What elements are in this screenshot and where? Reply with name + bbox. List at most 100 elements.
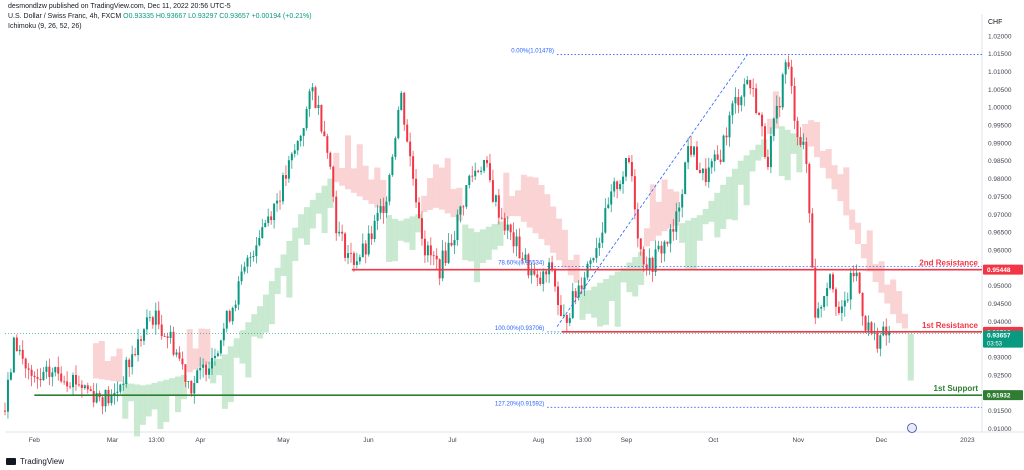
- countdown-label: 03:53: [987, 342, 1003, 348]
- candle-body: [695, 146, 698, 170]
- candle-body: [837, 306, 840, 313]
- ichimoku-cloud-segment: [315, 192, 322, 214]
- candle-body: [480, 170, 483, 172]
- x-tick-label: Feb: [29, 437, 41, 444]
- ichimoku-cloud-segment: [831, 165, 838, 190]
- candle-body: [4, 410, 6, 412]
- ichimoku-cloud-segment: [239, 330, 246, 364]
- candle-body: [311, 87, 314, 92]
- ichimoku-cloud-segment: [245, 322, 252, 378]
- candle-body: [811, 213, 814, 268]
- x-tick-label: Mar: [107, 437, 119, 444]
- candle-body: [769, 135, 772, 168]
- candle-body: [787, 62, 790, 67]
- ichimoku-cloud-segment: [403, 218, 410, 243]
- candle-body: [293, 150, 296, 154]
- candle-body: [772, 118, 775, 136]
- publisher-line: desmondlzw published on TradingView.com,…: [8, 3, 231, 10]
- ichimoku-cloud-segment: [638, 251, 645, 285]
- candle-body: [595, 248, 598, 259]
- ichimoku-cloud-segment: [104, 360, 111, 381]
- candle-body: [601, 232, 604, 243]
- candle-body: [574, 291, 577, 298]
- candle-body: [202, 364, 205, 368]
- ichimoku-cloud-segment: [614, 271, 621, 327]
- candle-body: [823, 296, 826, 307]
- ichimoku-cloud-segment: [591, 286, 598, 318]
- candle-body: [429, 245, 432, 256]
- candle-body: [287, 160, 290, 179]
- ichimoku-cloud-segment: [391, 218, 398, 262]
- candle-body: [627, 158, 630, 163]
- ichimoku-cloud-segment: [843, 167, 850, 216]
- candle-body: [713, 154, 716, 162]
- ichimoku-cloud-segment: [145, 384, 152, 417]
- candle-body: [74, 374, 77, 385]
- y-tick-label: 0.97000: [988, 212, 1012, 219]
- candle-body: [438, 259, 441, 279]
- ichimoku-cloud-segment: [544, 194, 551, 246]
- ichimoku-cloud-segment: [514, 190, 522, 217]
- ichimoku-cloud-segment: [139, 385, 146, 425]
- candle-body: [651, 257, 654, 272]
- candle-body: [483, 159, 486, 171]
- candle-body: [60, 373, 63, 382]
- candle-body: [586, 263, 589, 278]
- candle-body: [89, 389, 92, 391]
- candle-body: [426, 245, 429, 256]
- candle-body: [536, 274, 539, 278]
- candle-body: [852, 272, 855, 277]
- candle-body: [701, 168, 704, 174]
- ichimoku-cloud-segment: [479, 229, 486, 264]
- candle-body: [116, 391, 119, 393]
- candle-body: [829, 274, 832, 289]
- candle-body: [548, 262, 551, 275]
- ichimoku-cloud-segment: [421, 195, 428, 213]
- candle-body: [417, 202, 420, 219]
- candle-body: [240, 271, 243, 282]
- candle-body: [352, 253, 355, 265]
- candle-body: [734, 97, 737, 104]
- candle-body: [24, 358, 27, 369]
- candle-body: [672, 229, 675, 232]
- candle-body: [193, 383, 196, 394]
- candle-body: [450, 242, 453, 246]
- candle-body: [849, 272, 852, 300]
- ichimoku-cloud-segment: [573, 254, 580, 283]
- ichimoku-cloud-segment: [878, 261, 885, 293]
- us-flag-icon: [907, 423, 917, 433]
- candle-body: [261, 227, 264, 238]
- tradingview-brand: TradingView: [20, 457, 65, 466]
- ichimoku-cloud-segment: [286, 241, 293, 298]
- candle-body: [622, 176, 625, 185]
- ichimoku-cloud-segment: [321, 185, 328, 234]
- ichimoku-cloud-segment: [679, 223, 686, 243]
- candle-body: [33, 375, 36, 378]
- candle-body: [796, 120, 799, 137]
- ichimoku-cloud-segment: [233, 338, 240, 358]
- candle-body: [370, 233, 373, 240]
- candle-body: [72, 374, 75, 388]
- ichimoku-cloud-segment: [720, 184, 727, 229]
- candle-body: [95, 392, 98, 403]
- candle-body: [234, 304, 237, 308]
- indicator-label[interactable]: Ichimoku (9, 26, 52, 26): [8, 23, 82, 30]
- ichimoku-cloud-segment: [550, 206, 557, 253]
- candle-body: [45, 366, 48, 372]
- ichimoku-cloud-segment: [755, 144, 762, 161]
- candle-body: [858, 272, 861, 293]
- candle-body: [758, 112, 761, 115]
- ichimoku-cloud-segment: [643, 228, 651, 247]
- candle-body: [92, 390, 95, 403]
- ichimoku-cloud-segment: [216, 358, 223, 376]
- ichimoku-cloud-segment: [567, 259, 574, 276]
- level-price-label: 0.91932: [987, 393, 1011, 400]
- candle-body: [222, 328, 225, 341]
- candle-body: [619, 184, 622, 190]
- candle-body: [645, 264, 648, 271]
- candle-body: [565, 314, 568, 323]
- ichimoku-cloud-segment: [198, 328, 205, 367]
- candle-body: [521, 258, 524, 260]
- x-tick-label: Dec: [876, 437, 888, 444]
